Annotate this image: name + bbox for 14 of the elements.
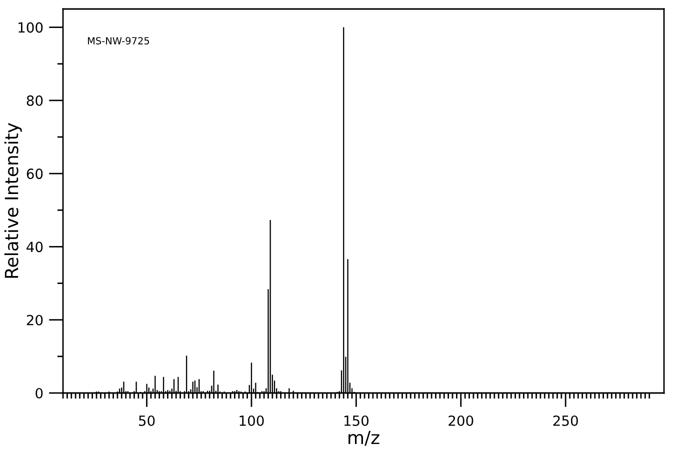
x-tick-label: 150 (344, 415, 369, 426)
y-tick-label: 80 (26, 95, 43, 106)
x-tick-label: 200 (448, 415, 474, 426)
x-tick-label: 100 (240, 415, 264, 426)
y-tick-label: 0 (36, 388, 43, 398)
y-tick-label: 20 (26, 314, 43, 326)
y-tick-label: 60 (26, 168, 43, 180)
x-tick-label: 50 (139, 415, 155, 426)
x-tick-label: 250 (553, 415, 578, 426)
annotation: MS-NW-9725 (88, 37, 150, 44)
y-axis-title: Relative Intensity (4, 122, 22, 278)
y-tick-label: 100 (18, 22, 43, 33)
y-tick-label: 40 (26, 242, 43, 252)
x-axis-title: m/z (348, 430, 380, 446)
